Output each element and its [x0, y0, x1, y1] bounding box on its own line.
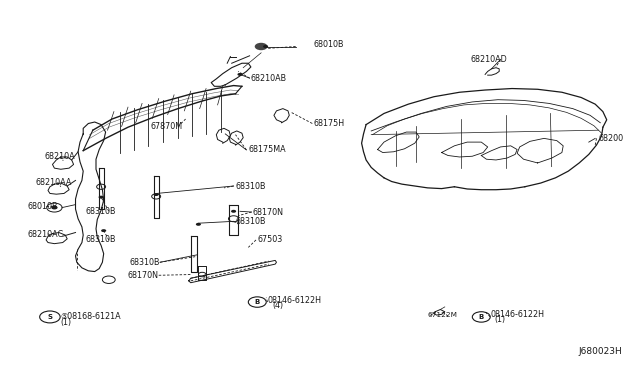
Text: (1): (1): [61, 318, 72, 327]
Text: 68210AC: 68210AC: [28, 230, 63, 239]
Text: 68310B: 68310B: [236, 182, 266, 190]
Text: 68170N: 68170N: [253, 208, 284, 217]
Text: 68310B: 68310B: [130, 258, 161, 267]
Text: 68010B: 68010B: [28, 202, 58, 211]
Text: 67503: 67503: [257, 235, 282, 244]
Text: 68310B: 68310B: [85, 207, 116, 216]
Text: 68200: 68200: [598, 134, 623, 143]
Text: B: B: [479, 314, 484, 320]
Text: 68310B: 68310B: [85, 235, 116, 244]
Circle shape: [51, 206, 58, 209]
Circle shape: [154, 193, 159, 196]
Text: J680023H: J680023H: [579, 347, 622, 356]
Text: S: S: [47, 314, 52, 320]
Text: 68210AA: 68210AA: [35, 178, 72, 187]
Circle shape: [196, 223, 201, 226]
Circle shape: [263, 45, 268, 48]
Text: 68310B: 68310B: [236, 217, 266, 226]
Text: 68210AB: 68210AB: [251, 74, 287, 83]
Circle shape: [237, 73, 243, 76]
Circle shape: [255, 43, 268, 50]
Text: 08146-6122H: 08146-6122H: [490, 310, 544, 319]
Text: (4): (4): [272, 301, 283, 310]
Text: (1): (1): [494, 315, 505, 324]
Text: 68175H: 68175H: [314, 119, 345, 128]
Text: 67870M: 67870M: [150, 122, 182, 131]
Circle shape: [99, 196, 104, 199]
Text: 67122M: 67122M: [428, 312, 458, 318]
Text: 68210AD: 68210AD: [470, 55, 507, 64]
Text: 68170N: 68170N: [128, 271, 159, 280]
Text: ⑤08168-6121A: ⑤08168-6121A: [61, 312, 122, 321]
Text: 68175MA: 68175MA: [248, 145, 286, 154]
Text: 68010B: 68010B: [314, 40, 344, 49]
Text: 08146-6122H: 08146-6122H: [268, 296, 321, 305]
Circle shape: [231, 210, 236, 213]
Circle shape: [101, 229, 106, 232]
Text: 68210A: 68210A: [45, 152, 76, 161]
Text: B: B: [255, 299, 260, 305]
